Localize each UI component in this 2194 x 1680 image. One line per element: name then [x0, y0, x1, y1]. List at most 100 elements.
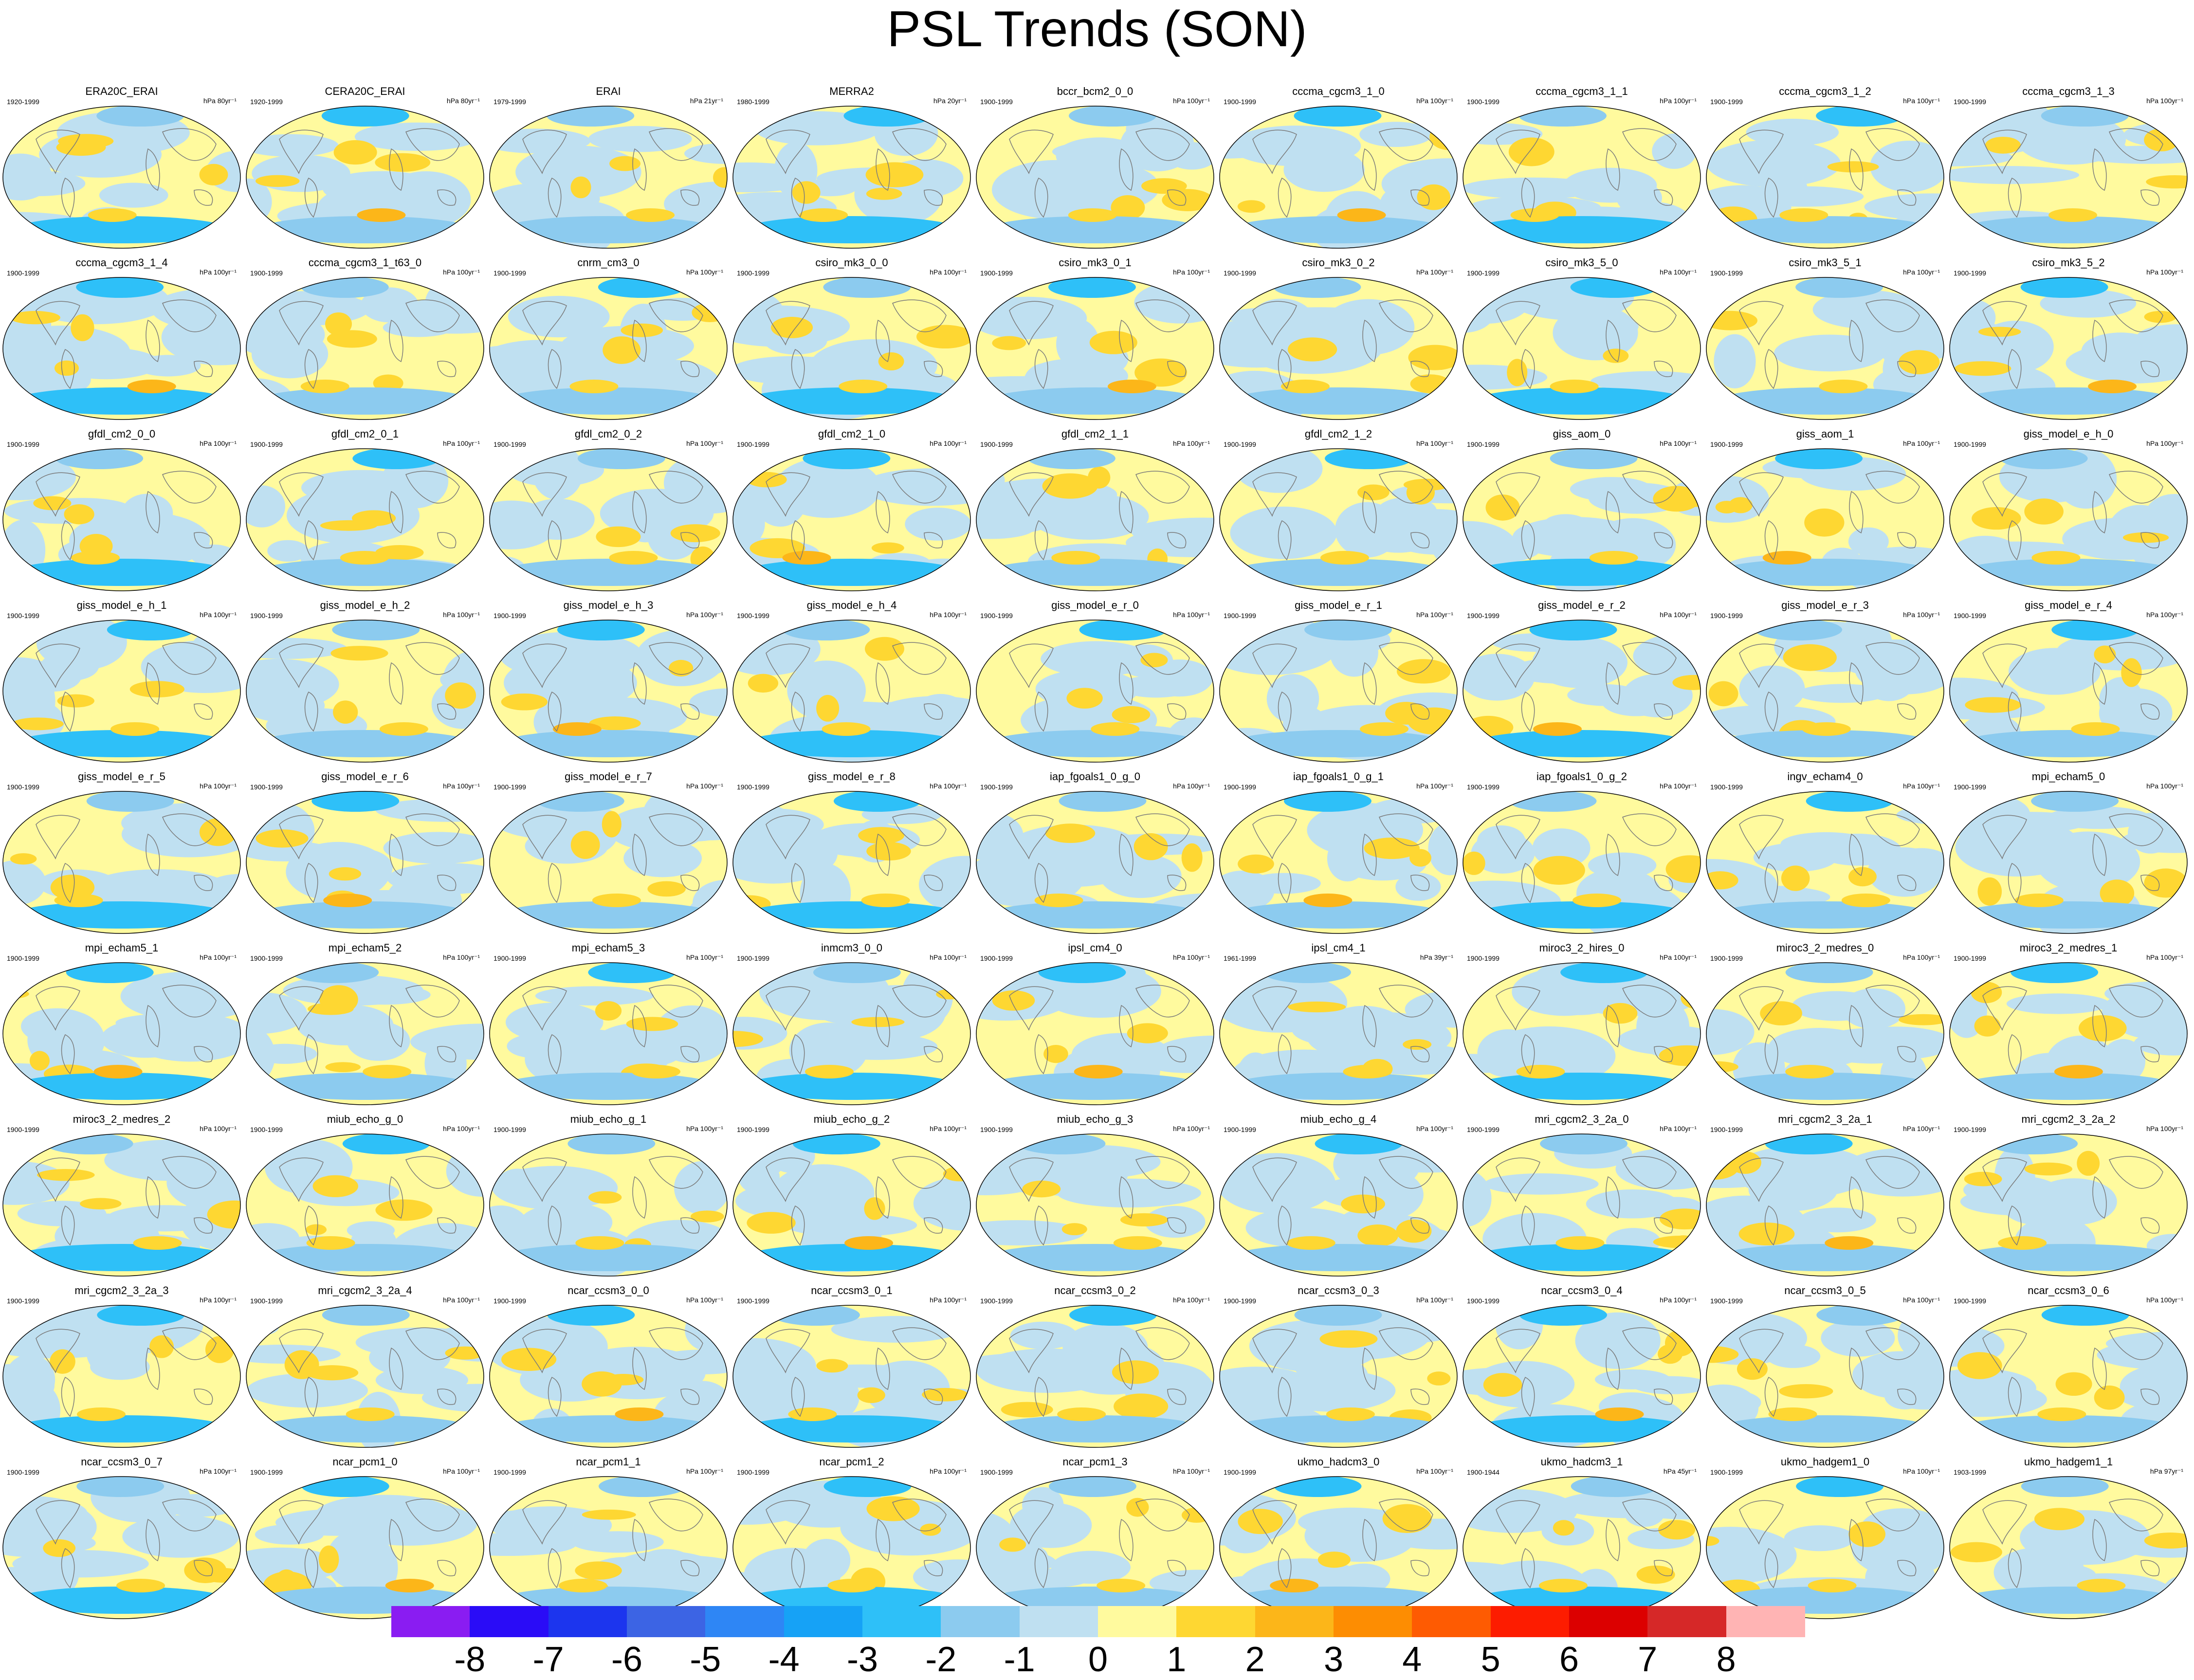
trend-contour [1877, 1358, 1944, 1410]
trend-contour [1717, 730, 1933, 757]
panel-period: 1900-1999 [1224, 98, 1256, 106]
trend-contour [14, 1073, 230, 1100]
coastline [1009, 299, 1190, 389]
panel-title: ukmo_hadcm3_1 [1540, 1456, 1623, 1468]
trend-contour [1364, 837, 1420, 859]
trend-contour [987, 1244, 1203, 1271]
coastline [1739, 299, 1920, 389]
panel-units: hPa 80yr⁻¹ [203, 97, 237, 105]
trend-contour [71, 314, 94, 342]
trend-contour [1134, 358, 1187, 387]
trend-contour [1051, 1149, 1118, 1171]
coastline [1009, 985, 1190, 1075]
world-map [1949, 962, 2188, 1105]
trend-contour [690, 1210, 724, 1223]
map-border [732, 448, 971, 591]
trend-contour [2031, 791, 2119, 812]
trend-contour [913, 1559, 970, 1594]
panel-title: ncar_pcm1_0 [332, 1456, 398, 1468]
world-map [1219, 106, 1458, 249]
trend-contour [133, 1236, 182, 1250]
trend-contour [744, 730, 960, 757]
trend-contour [257, 1244, 473, 1271]
trend-contour [200, 1568, 240, 1583]
map-panel: iap_fgoals1_0_g_1 1900-1999 hPa 100yr⁻¹ [1219, 771, 1458, 936]
trend-contour [1717, 1244, 1933, 1271]
map-panel: iap_fgoals1_0_g_0 1900-1999 hPa 100yr⁻¹ [975, 771, 1215, 936]
trend-contour [1274, 1477, 1362, 1497]
panel-units: hPa 39yr⁻¹ [1420, 953, 1453, 961]
panel-units: hPa 100yr⁻¹ [1903, 439, 1940, 447]
panel-units: hPa 100yr⁻¹ [1173, 97, 1210, 105]
map-panel: giss_model_e_r_1 1900-1999 hPa 100yr⁻¹ [1219, 600, 1458, 765]
world-map [246, 962, 484, 1105]
trend-contour [1111, 195, 1145, 220]
trend-contour [772, 1305, 860, 1326]
map-panel: giss_model_e_r_7 1900-1999 hPa 100yr⁻¹ [489, 771, 728, 936]
map-panel: ipsl_cm4_1 1961-1999 hPa 39yr⁻¹ [1219, 942, 1458, 1108]
trend-contour [577, 449, 665, 469]
trend-contour [1474, 216, 1690, 243]
trend-contour [445, 682, 476, 709]
trend-contour [943, 1167, 970, 1182]
panel-title: ipsl_cm4_1 [1311, 942, 1366, 954]
panel-units: hPa 100yr⁻¹ [930, 1125, 967, 1132]
world-map [1463, 620, 1701, 763]
map-border [1706, 106, 1944, 249]
world-map [489, 106, 728, 249]
map-panel: csiro_mk3_0_0 1900-1999 hPa 100yr⁻¹ [732, 257, 971, 422]
panel-period: 1900-1999 [980, 440, 1013, 448]
map-border [2, 277, 241, 420]
panel-units: hPa 100yr⁻¹ [1173, 782, 1210, 790]
trend-contour [651, 1350, 727, 1375]
trend-contour [14, 1415, 230, 1443]
panel-title: ncar_ccsm3_0_6 [2028, 1284, 2109, 1297]
trend-contour [323, 894, 372, 907]
trend-contour [3, 657, 61, 703]
world-map [489, 791, 728, 934]
trend-contour [1785, 1065, 1834, 1078]
coastline [36, 1498, 217, 1589]
panel-units: hPa 100yr⁻¹ [443, 1467, 480, 1475]
trend-contour [246, 1344, 341, 1364]
world-map [1463, 106, 1701, 249]
trend-contour [920, 1523, 941, 1536]
panel-period: 1900-1999 [1224, 783, 1256, 791]
trend-contour [43, 1539, 76, 1557]
trend-contour [865, 637, 905, 661]
panel-period: 1900-1999 [1467, 98, 1499, 106]
trend-contour [1238, 1509, 1283, 1534]
trend-contour [1636, 1565, 1675, 1584]
trend-contour [385, 1579, 434, 1592]
map-panel: ipsl_cm4_0 1900-1999 hPa 100yr⁻¹ [975, 942, 1215, 1108]
map-border [2, 448, 241, 591]
world-map [1219, 962, 1458, 1105]
panel-title: MERRA2 [829, 85, 874, 97]
trend-contour [1804, 508, 1845, 537]
trend-contour [1042, 473, 1098, 499]
trend-contour [1408, 707, 1457, 735]
map-panel: mri_cgcm2_3_2a_2 1900-1999 hPa 100yr⁻¹ [1949, 1114, 2188, 1279]
trend-contour [1766, 1344, 1821, 1368]
trend-contour [306, 1224, 327, 1235]
panel-period: 1900-1999 [250, 783, 283, 791]
panel-units: hPa 100yr⁻¹ [443, 1125, 480, 1132]
panel-units: hPa 80yr⁻¹ [446, 97, 480, 105]
world-map [732, 277, 971, 420]
panel-title: miub_echo_g_1 [570, 1113, 647, 1125]
panel-period: 1900-1999 [1954, 269, 1986, 277]
trend-contour [605, 1555, 727, 1589]
panel-title: giss_aom_1 [1796, 428, 1854, 440]
coastline [1496, 128, 1677, 218]
panel-period: 1900-1999 [250, 1468, 283, 1476]
panel-period: 1900-1999 [7, 612, 39, 620]
trend-contour [321, 106, 409, 127]
trend-contour [1482, 1026, 1616, 1086]
map-panel: mpi_echam5_2 1900-1999 hPa 100yr⁻¹ [245, 942, 485, 1108]
trend-contour [1560, 963, 1648, 983]
trend-contour [1659, 1045, 1700, 1066]
world-map [1463, 791, 1701, 934]
trend-contour [1960, 387, 2176, 415]
world-map [2, 620, 241, 763]
trend-contour [669, 659, 694, 677]
